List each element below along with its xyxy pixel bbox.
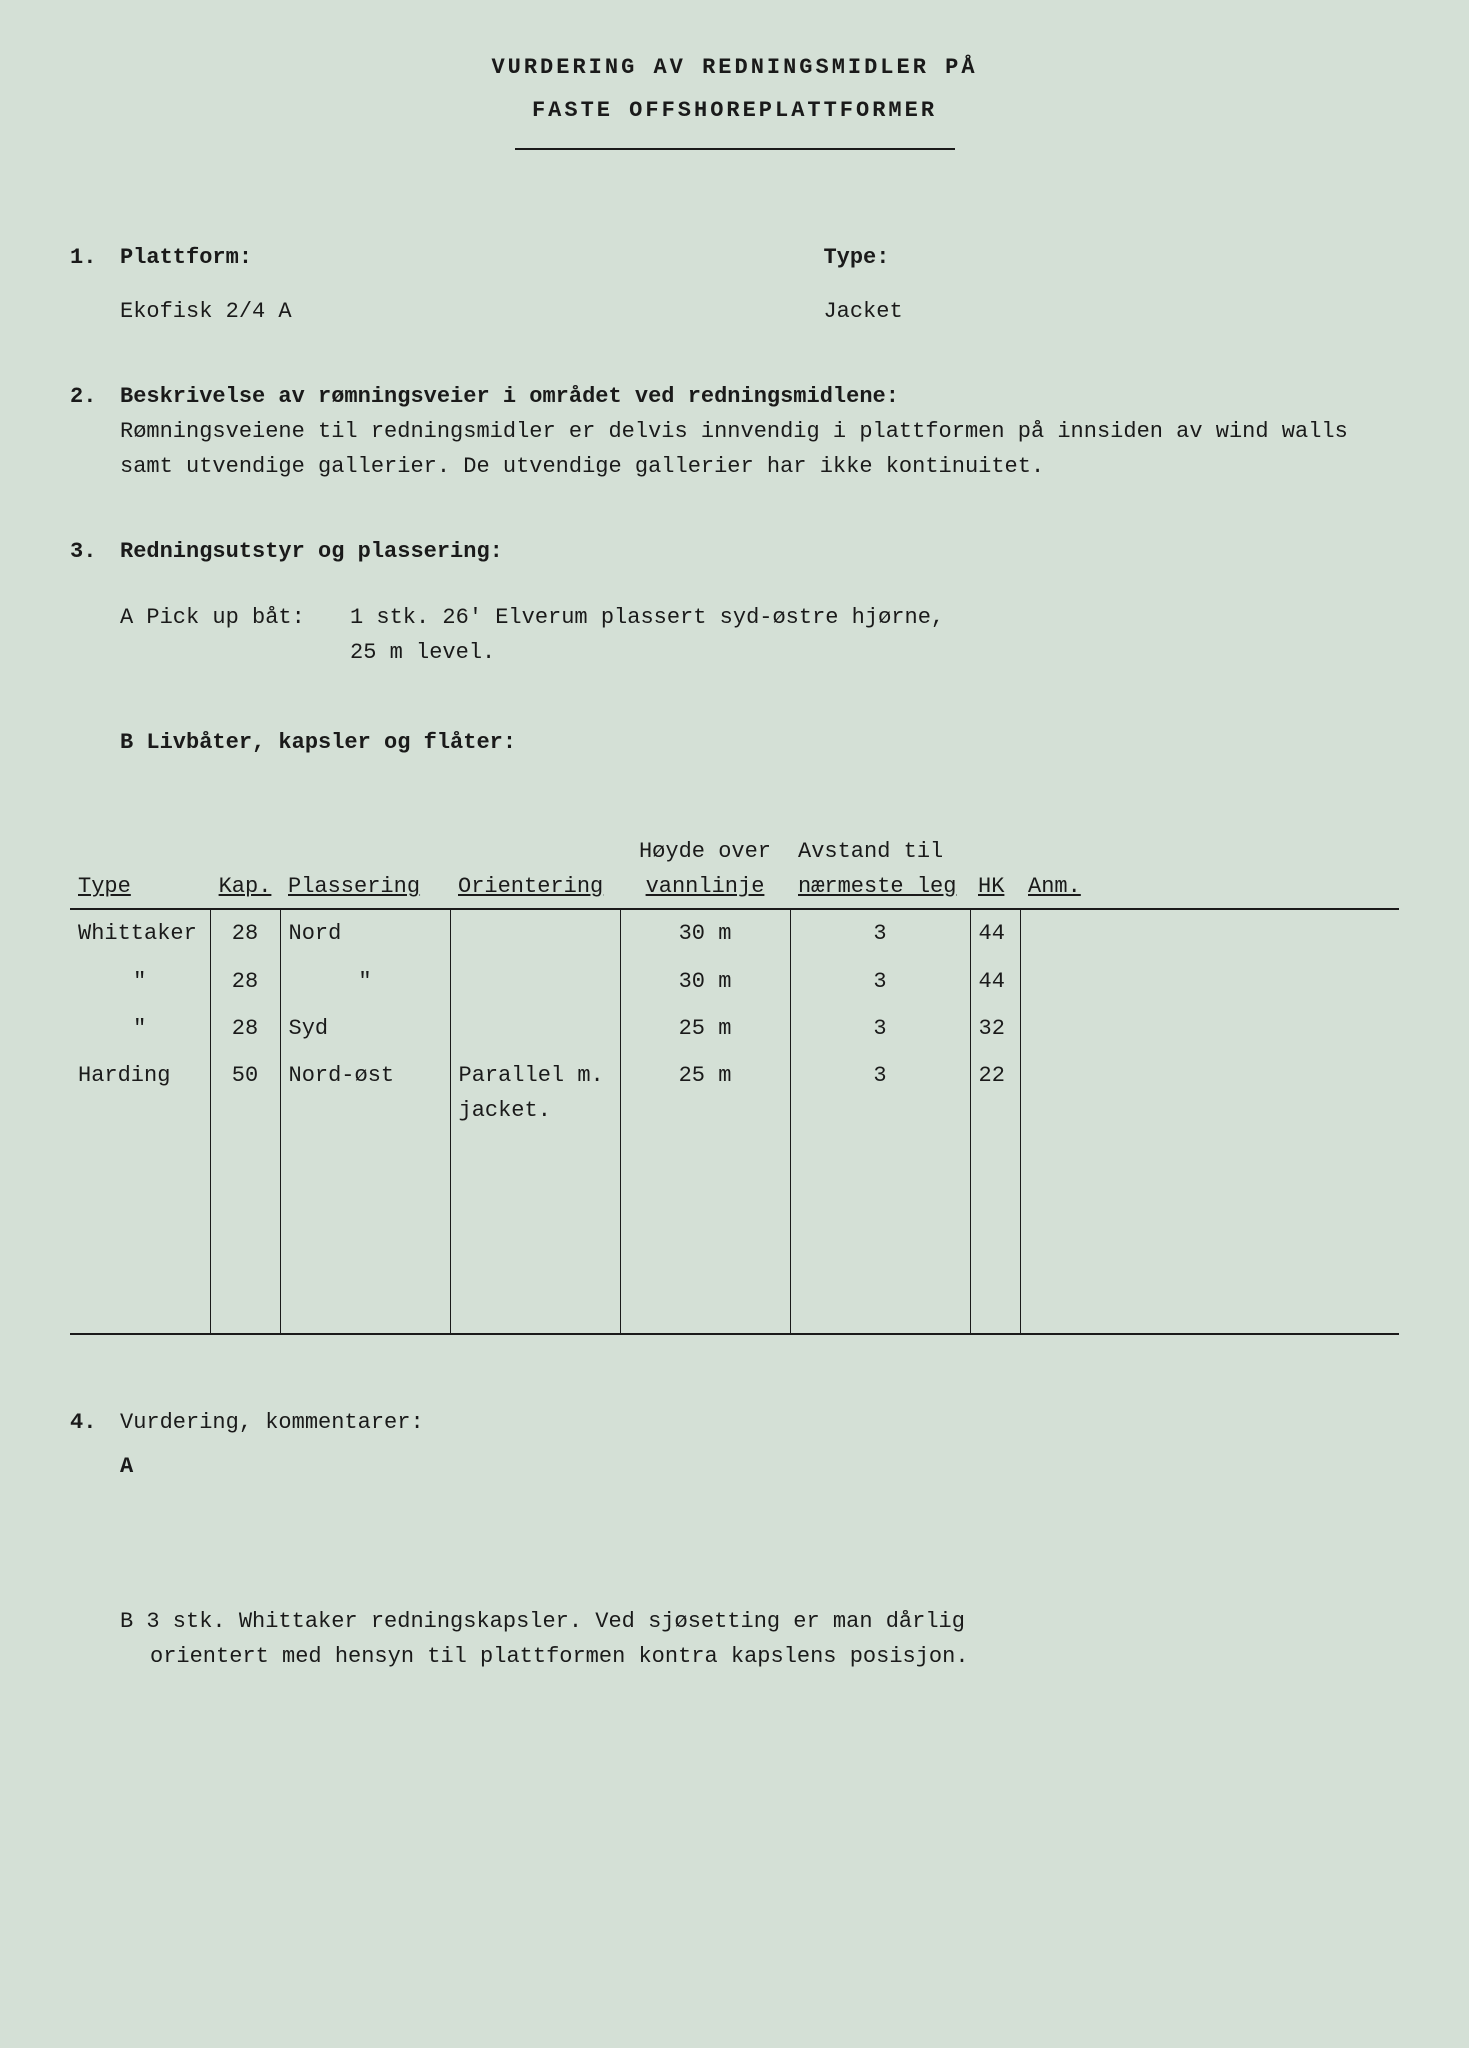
th-avstand-l1: Avstand til bbox=[798, 839, 943, 864]
cell-avstand: 3 bbox=[790, 1052, 970, 1134]
section-4-num: 4. bbox=[70, 1405, 120, 1440]
table-spacer-row bbox=[70, 1134, 1399, 1334]
cell-hoyde: 25 m bbox=[620, 1052, 790, 1134]
section-3: 3. Redningsutstyr og plassering: A Pick … bbox=[70, 534, 1399, 760]
th-type: Type bbox=[70, 830, 210, 909]
table-header-row: Type Kap. Plassering Orientering Høyde o… bbox=[70, 830, 1399, 909]
cell-type: Harding bbox=[70, 1052, 210, 1134]
cell-kap: 28 bbox=[210, 958, 280, 1005]
cell-plassering: Nord bbox=[280, 909, 450, 957]
table-row: Whittaker 28 Nord 30 m 3 44 bbox=[70, 909, 1399, 957]
type-value: Jacket bbox=[823, 294, 1399, 329]
section-4-heading: Vurdering, kommentarer: bbox=[120, 1405, 1399, 1440]
table-row: " 28 Syd 25 m 3 32 bbox=[70, 1005, 1399, 1052]
cell-kap: 50 bbox=[210, 1052, 280, 1134]
table-row: " 28 " 30 m 3 44 bbox=[70, 958, 1399, 1005]
pickup-line-1: 1 stk. 26' Elverum plassert syd-østre hj… bbox=[350, 600, 1399, 635]
section-2: 2. Beskrivelse av rømningsveier i område… bbox=[70, 379, 1399, 485]
cell-avstand: 3 bbox=[790, 1005, 970, 1052]
section-4b-line-1: B 3 stk. Whittaker redningskapsler. Ved … bbox=[120, 1604, 1399, 1639]
cell-anm bbox=[1020, 1005, 1399, 1052]
th-hoyde-l1: Høyde over bbox=[639, 839, 771, 864]
section-2-heading: Beskrivelse av rømningsveier i området v… bbox=[120, 379, 1399, 414]
th-anm: Anm. bbox=[1020, 830, 1399, 909]
cell-kap: 28 bbox=[210, 909, 280, 957]
section-4-sub-a: A bbox=[120, 1449, 1399, 1484]
cell-plassering: Syd bbox=[280, 1005, 450, 1052]
table-body: Whittaker 28 Nord 30 m 3 44 " 28 " 30 m … bbox=[70, 909, 1399, 1334]
cell-type: " bbox=[70, 1005, 210, 1052]
pickup-label: A Pick up båt: bbox=[120, 600, 350, 670]
platform-value: Ekofisk 2/4 A bbox=[120, 294, 823, 329]
th-hoyde: Høyde over vannlinje bbox=[620, 830, 790, 909]
title-underline bbox=[515, 148, 955, 150]
cell-avstand: 3 bbox=[790, 958, 970, 1005]
cell-anm bbox=[1020, 909, 1399, 957]
cell-plassering: Nord-øst bbox=[280, 1052, 450, 1134]
cell-hk: 44 bbox=[970, 909, 1020, 957]
cell-hk: 44 bbox=[970, 958, 1020, 1005]
pickup-line-2: 25 m level. bbox=[350, 635, 1399, 670]
th-hoyde-l2: vannlinje bbox=[646, 874, 765, 899]
cell-plassering: " bbox=[280, 958, 450, 1005]
section-3-num: 3. bbox=[70, 534, 120, 569]
title-block: VURDERING AV REDNINGSMIDLER PÅ FASTE OFF… bbox=[70, 50, 1399, 150]
cell-type: " bbox=[70, 958, 210, 1005]
th-hk: HK bbox=[970, 830, 1020, 909]
cell-kap: 28 bbox=[210, 1005, 280, 1052]
cell-orientering bbox=[450, 909, 620, 957]
title-line-2: FASTE OFFSHOREPLATTFORMER bbox=[70, 93, 1399, 128]
th-orientering: Orientering bbox=[450, 830, 620, 909]
cell-orientering bbox=[450, 958, 620, 1005]
cell-avstand: 3 bbox=[790, 909, 970, 957]
cell-hoyde: 30 m bbox=[620, 958, 790, 1005]
table-row: Harding 50 Nord-øst Parallel m. jacket. … bbox=[70, 1052, 1399, 1134]
th-avstand: Avstand til nærmeste leg bbox=[790, 830, 970, 909]
type-label: Type: bbox=[823, 240, 1399, 275]
th-avstand-l2: nærmeste leg bbox=[798, 874, 956, 899]
section-4: 4. Vurdering, kommentarer: A B 3 stk. Wh… bbox=[70, 1405, 1399, 1674]
section-3b-heading: B Livbåter, kapsler og flåter: bbox=[120, 725, 1399, 760]
th-plassering: Plassering bbox=[280, 830, 450, 909]
section-2-body: Rømningsveiene til redningsmidler er del… bbox=[120, 414, 1399, 484]
cell-anm bbox=[1020, 958, 1399, 1005]
cell-type: Whittaker bbox=[70, 909, 210, 957]
section-1-num: 1. bbox=[70, 240, 120, 275]
cell-hk: 32 bbox=[970, 1005, 1020, 1052]
cell-orientering: Parallel m. jacket. bbox=[450, 1052, 620, 1134]
section-4b-line-2: orientert med hensyn til plattformen kon… bbox=[120, 1639, 1399, 1674]
platform-label: Plattform: bbox=[120, 240, 823, 275]
cell-hk: 22 bbox=[970, 1052, 1020, 1134]
cell-hoyde: 25 m bbox=[620, 1005, 790, 1052]
equipment-table: Type Kap. Plassering Orientering Høyde o… bbox=[70, 830, 1399, 1335]
section-1: 1. Plattform: Type: Ekofisk 2/4 A Jacket bbox=[70, 240, 1399, 328]
th-kap: Kap. bbox=[210, 830, 280, 909]
cell-hoyde: 30 m bbox=[620, 909, 790, 957]
cell-anm bbox=[1020, 1052, 1399, 1134]
section-2-num: 2. bbox=[70, 379, 120, 414]
cell-orientering bbox=[450, 1005, 620, 1052]
title-line-1: VURDERING AV REDNINGSMIDLER PÅ bbox=[70, 50, 1399, 85]
section-3-heading: Redningsutstyr og plassering: bbox=[120, 534, 1399, 569]
